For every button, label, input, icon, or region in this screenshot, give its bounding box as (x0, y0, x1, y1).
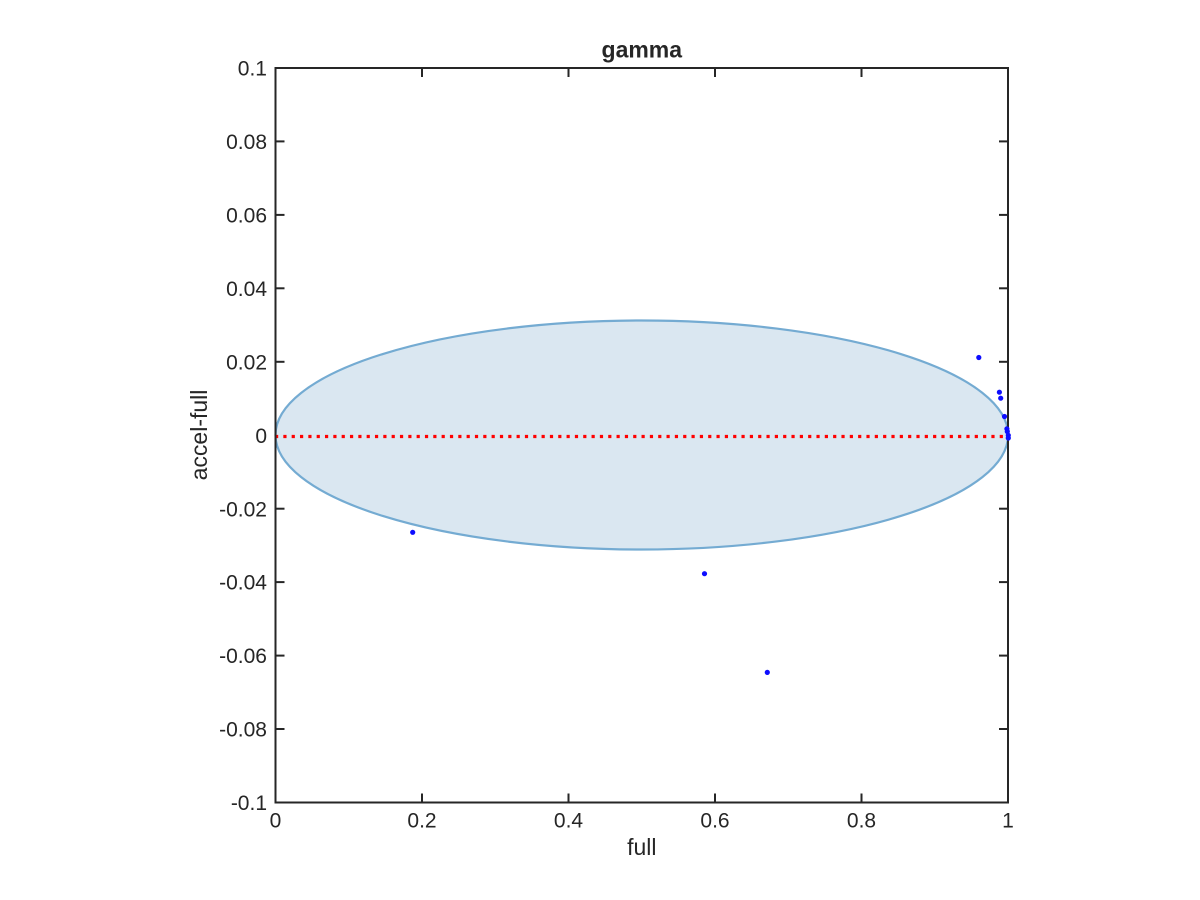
svg-text:0: 0 (270, 810, 282, 833)
svg-text:0.08: 0.08 (226, 131, 267, 154)
svg-text:0.1: 0.1 (238, 58, 267, 81)
svg-text:-0.04: -0.04 (219, 572, 267, 595)
svg-text:0.6: 0.6 (700, 810, 729, 833)
svg-text:0.06: 0.06 (226, 205, 267, 228)
svg-text:0.2: 0.2 (407, 810, 436, 833)
svg-text:gamma: gamma (602, 37, 683, 63)
svg-text:0: 0 (255, 425, 267, 448)
svg-text:-0.1: -0.1 (231, 792, 267, 815)
svg-text:full: full (627, 834, 656, 860)
svg-text:0.04: 0.04 (226, 278, 267, 301)
svg-text:0.8: 0.8 (847, 810, 876, 833)
svg-text:0.4: 0.4 (554, 810, 584, 833)
svg-text:-0.08: -0.08 (219, 719, 267, 742)
svg-text:-0.02: -0.02 (219, 498, 267, 521)
svg-text:0.02: 0.02 (226, 351, 267, 374)
svg-text:accel-full: accel-full (186, 390, 212, 481)
svg-text:-0.06: -0.06 (219, 645, 267, 668)
svg-text:1: 1 (1002, 810, 1014, 833)
